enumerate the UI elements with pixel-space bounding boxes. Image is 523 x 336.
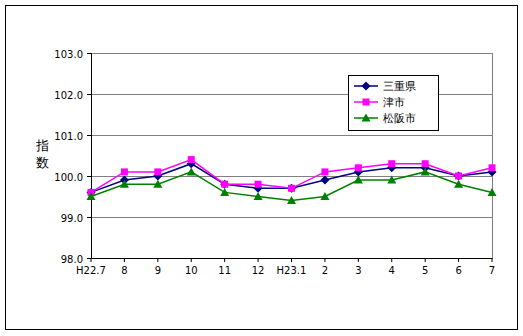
y-tick xyxy=(87,176,91,177)
series-marker xyxy=(220,188,229,196)
y-tick-label: 99.0 xyxy=(61,213,83,224)
x-tick xyxy=(391,258,392,262)
series-marker xyxy=(354,176,363,184)
x-tick-label: 4 xyxy=(389,265,395,276)
y-axis xyxy=(91,53,92,258)
x-tick-label: 12 xyxy=(252,265,265,276)
x-tick xyxy=(191,258,192,262)
y-tick-label: 101.0 xyxy=(54,131,83,142)
grid-line xyxy=(91,135,492,136)
series-marker xyxy=(387,176,396,184)
x-tick xyxy=(492,258,493,262)
x-tick xyxy=(291,258,292,262)
x-tick-label: 2 xyxy=(322,265,328,276)
x-tick-label: 8 xyxy=(121,265,127,276)
series-marker xyxy=(454,172,463,181)
x-tick xyxy=(224,258,225,262)
series-marker xyxy=(87,192,96,200)
y-tick xyxy=(87,94,91,95)
series-marker xyxy=(254,192,263,200)
x-tick-label: 7 xyxy=(489,265,495,276)
series-marker xyxy=(120,180,129,188)
y-tick xyxy=(87,258,91,259)
series-marker xyxy=(489,164,496,171)
series-marker xyxy=(320,192,329,200)
y-tick-label: 100.0 xyxy=(54,172,83,183)
x-tick xyxy=(124,258,125,262)
plot-marks xyxy=(87,156,497,204)
series-marker xyxy=(287,184,296,193)
series-line xyxy=(91,164,492,193)
x-tick-label: 9 xyxy=(155,265,161,276)
series-marker xyxy=(488,188,497,196)
x-tick-label: 11 xyxy=(218,265,231,276)
y-tick-label: 98.0 xyxy=(61,254,83,265)
series-marker xyxy=(153,180,162,188)
x-tick xyxy=(425,258,426,262)
series-marker xyxy=(121,168,128,175)
y-tick xyxy=(87,53,91,54)
y-axis-label-char: 指 xyxy=(35,138,49,153)
x-tick-label: 10 xyxy=(185,265,198,276)
y-tick xyxy=(87,217,91,218)
series-marker xyxy=(321,168,328,175)
y-axis-label: 指数 xyxy=(35,138,49,170)
legend-marker xyxy=(362,114,371,122)
legend-marker xyxy=(363,99,370,106)
x-tick xyxy=(91,258,92,262)
plot-frame xyxy=(92,54,493,259)
series-marker xyxy=(255,181,262,188)
x-tick xyxy=(258,258,259,262)
chart-wrap: 98.0 99.0 100.0 101.0 102.0 103.0 H22.7 8 9 10 11 1… xyxy=(0,0,523,336)
series-marker xyxy=(187,167,196,175)
y-tick xyxy=(87,135,91,136)
x-tick-label: 3 xyxy=(355,265,361,276)
series-marker xyxy=(154,168,161,175)
series-line xyxy=(91,160,492,193)
series-marker xyxy=(288,185,295,192)
legend: 三重県津市松阪市 xyxy=(349,76,439,131)
series-marker xyxy=(188,156,195,163)
series-marker xyxy=(287,196,296,204)
y-tick-label: 102.0 xyxy=(54,90,83,101)
legend-marker xyxy=(362,82,371,91)
legend-box xyxy=(349,76,439,131)
x-tick-label: 6 xyxy=(455,265,461,276)
series-marker xyxy=(455,173,462,180)
x-tick-label: H22.7 xyxy=(76,265,106,276)
series-marker xyxy=(388,160,395,167)
legend-label: 三重県 xyxy=(383,80,416,93)
x-tick xyxy=(157,258,158,262)
series-marker xyxy=(221,181,228,188)
grid-line xyxy=(91,217,492,218)
series-marker xyxy=(454,180,463,188)
series-marker xyxy=(320,176,329,185)
x-tick xyxy=(458,258,459,262)
series-marker xyxy=(220,180,229,189)
y-tick-label: 103.0 xyxy=(54,49,83,60)
x-tick-label: 5 xyxy=(422,265,428,276)
series-marker xyxy=(355,164,362,171)
legend-label: 津市 xyxy=(383,96,405,109)
y-axis-label-char: 数 xyxy=(36,155,49,170)
legend-label: 松阪市 xyxy=(383,112,416,125)
x-tick xyxy=(324,258,325,262)
chart-frame xyxy=(6,6,518,330)
chart: 98.0 99.0 100.0 101.0 102.0 103.0 H22.7 8 9 10 11 1… xyxy=(0,0,523,336)
x-tick xyxy=(358,258,359,262)
series-marker xyxy=(421,167,430,175)
x-tick-label: H23.1 xyxy=(277,265,307,276)
series-marker xyxy=(422,160,429,167)
